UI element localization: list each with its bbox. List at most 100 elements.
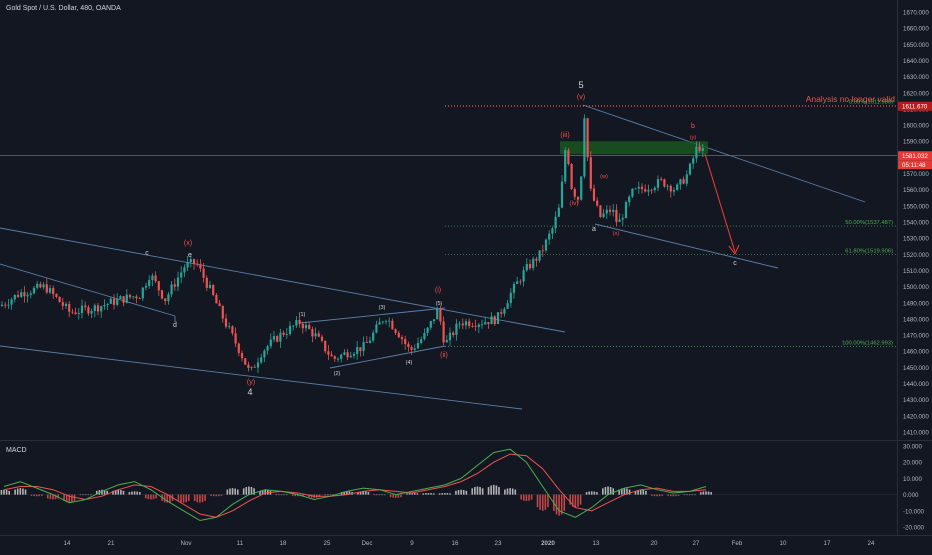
- wave-label-white: (3): [379, 305, 386, 311]
- candle-body: [682, 179, 685, 184]
- candle-body: [231, 326, 234, 334]
- candle-body: [423, 333, 426, 340]
- macd-hist-bar: [432, 493, 435, 495]
- target-arrow-line: [704, 153, 736, 253]
- candle-body: [320, 336, 324, 341]
- macd-y-tick-label: 10.000: [903, 476, 922, 483]
- macd-hist-bar: [645, 490, 647, 495]
- candle-body: [106, 303, 109, 306]
- trendline: [0, 345, 523, 410]
- x-tick-label: 10: [780, 540, 787, 547]
- macd-hist-bar: [212, 494, 215, 497]
- macd-hist-bar: [413, 493, 416, 495]
- candle-body: [490, 316, 493, 325]
- candle-body: [365, 342, 368, 343]
- macd-hist-bar: [438, 493, 441, 495]
- macd-hist-bar: [245, 486, 248, 495]
- macd-hist-bar: [492, 484, 495, 495]
- countdown-badge-bg: [898, 160, 932, 170]
- candle-body: [260, 357, 263, 363]
- macd-hist-bar: [90, 494, 92, 496]
- grid: [0, 0, 932, 536]
- candle-body: [157, 281, 160, 291]
- macd-y-tick-label: 20.000: [903, 460, 922, 467]
- candle-body: [80, 305, 84, 313]
- wave-label-white: e: [188, 252, 192, 259]
- macd-hist-bar: [539, 494, 541, 510]
- macd-hist-bar: [612, 488, 615, 495]
- candle-body: [64, 303, 68, 306]
- candle-body: [506, 303, 509, 309]
- candle-body: [461, 323, 464, 326]
- candle-body: [173, 284, 176, 287]
- x-tick-label: 23: [495, 540, 502, 547]
- macd-hist-bar: [101, 489, 103, 495]
- macd-hist-bar: [383, 494, 386, 496]
- candle-body: [144, 285, 148, 288]
- fib-level-label: 61.80%(1519.906): [845, 248, 893, 254]
- macd-hist-bar: [79, 494, 82, 496]
- candle-body: [250, 366, 253, 368]
- candle-body: [471, 326, 474, 327]
- y-tick-label: 1440.000: [903, 381, 929, 388]
- candle-body: [212, 285, 215, 296]
- macd-hist-bar: [536, 494, 539, 508]
- candle-body: [580, 176, 583, 200]
- macd-hist-bar: [343, 491, 346, 495]
- candle-body: [538, 250, 541, 261]
- macd-y-tick-label: 0.000: [903, 492, 919, 499]
- macd-hist-bar: [653, 494, 656, 497]
- macd-hist-bar: [667, 494, 669, 496]
- macd-hist-bar: [180, 494, 182, 503]
- candle-body: [282, 332, 285, 335]
- macd-hist-bar: [327, 494, 329, 496]
- macd-hist-bar: [144, 494, 147, 499]
- candle-body: [42, 284, 45, 288]
- macd-hist-bar: [596, 492, 598, 495]
- x-tick-label: 9: [410, 540, 414, 547]
- candle-body: [500, 312, 503, 314]
- candle-body: [637, 186, 640, 189]
- macd-hist-bar: [585, 492, 588, 495]
- candle-body: [400, 337, 404, 340]
- macd-hist-bar: [38, 494, 41, 497]
- macd-hist-bar: [651, 494, 653, 496]
- macd-hist-bar: [112, 490, 114, 495]
- candle-body: [583, 118, 586, 177]
- candle-body: [119, 296, 122, 299]
- macd-hist-bar: [242, 488, 245, 495]
- candle-body: [93, 305, 96, 312]
- countdown-badge: 05:11:48: [902, 162, 926, 169]
- macd-hist-bar: [558, 494, 560, 516]
- candle-body: [493, 316, 496, 325]
- macd-hist-bar: [490, 485, 492, 495]
- candle-body: [535, 258, 538, 261]
- macd-hist-bar: [82, 494, 84, 496]
- candle-body: [349, 355, 352, 358]
- macd-hist-bar: [560, 494, 563, 515]
- candle-body: [426, 327, 429, 334]
- candle-body: [90, 311, 93, 314]
- candle-body: [13, 294, 16, 300]
- macd-hist-bar: [688, 494, 691, 496]
- macd-hist-bar: [509, 488, 511, 495]
- y-tick-label: 1500.000: [903, 284, 929, 291]
- macd-hist-bar: [373, 494, 376, 496]
- y-tick-label: 1550.000: [903, 203, 929, 210]
- candle-body: [480, 324, 484, 326]
- candle-body: [77, 312, 80, 314]
- candle-body: [516, 281, 519, 284]
- macd-hist-bar: [201, 494, 204, 503]
- symbol-title: Gold Spot / U.S. Dollar, 480, OANDA: [6, 5, 121, 12]
- x-tick-label: 27: [693, 540, 700, 547]
- candle-body: [698, 146, 701, 151]
- candle-body: [512, 283, 516, 293]
- candle-body: [567, 150, 570, 165]
- candle-body: [298, 320, 301, 325]
- candle-body: [100, 306, 103, 312]
- macd-hist-bar: [199, 494, 201, 503]
- candle-body: [407, 343, 410, 347]
- candle-body: [263, 350, 266, 358]
- macd-hist-bar: [231, 488, 234, 495]
